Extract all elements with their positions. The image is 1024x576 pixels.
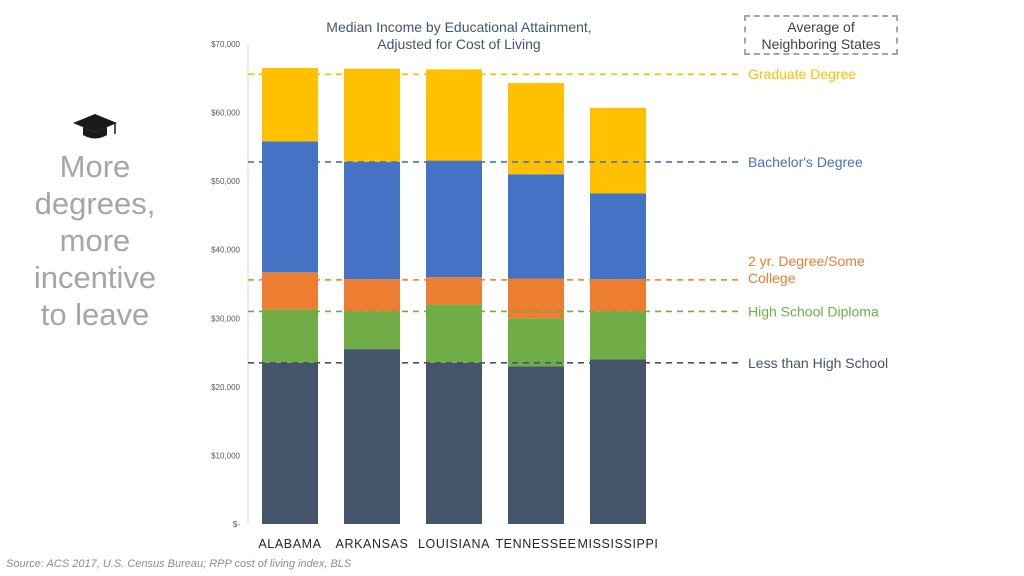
average-label: Bachelor's Degree	[748, 154, 863, 170]
average-label: 2 yr. Degree/Some	[748, 253, 865, 269]
y-tick-label: $30,000	[211, 314, 240, 323]
y-tick-label: $10,000	[211, 451, 240, 460]
side-line: incentive	[33, 260, 157, 295]
bar-segment	[426, 277, 482, 305]
side-line: more	[59, 223, 131, 258]
source-note: Source: ACS 2017, U.S. Census Bureau; RP…	[6, 558, 352, 570]
x-tick-label: TENNESSEE	[495, 537, 576, 551]
side-line: to leave	[40, 297, 150, 332]
y-tick-label: $70,000	[211, 40, 240, 49]
average-label: Less than High School	[748, 355, 888, 371]
average-legend-line2: Neighboring States	[761, 36, 881, 52]
chart-title: Median Income by Educational Attainment,	[326, 19, 591, 35]
bar-segment	[262, 362, 318, 524]
bar-segment	[590, 193, 646, 280]
x-tick-label: MISSISSIPPI	[578, 537, 659, 551]
bar-segment	[590, 279, 646, 312]
y-tick-label: $-	[233, 520, 240, 529]
bar-segment	[262, 141, 318, 273]
x-tick-label: LOUISIANA	[418, 537, 490, 551]
side-line: More	[59, 149, 131, 184]
x-tick-label: ALABAMA	[258, 537, 321, 551]
average-label: High School Diploma	[748, 303, 879, 319]
chart-title: Adjusted for Cost of Living	[377, 36, 540, 52]
bar-segment	[590, 359, 646, 524]
average-legend-line1: Average of	[787, 19, 855, 35]
bar-segment	[262, 309, 318, 363]
average-label: Graduate Degree	[748, 66, 856, 82]
side-message: More degrees, more incentive to leave	[10, 148, 180, 333]
bar-segment	[508, 278, 564, 319]
y-tick-label: $20,000	[211, 383, 240, 392]
bar-segment	[426, 304, 482, 363]
average-legend-box: Average of Neighboring States	[744, 15, 898, 55]
bar-segment	[426, 69, 482, 161]
y-tick-label: $50,000	[211, 177, 240, 186]
average-label: College	[748, 270, 796, 286]
y-tick-label: $40,000	[211, 246, 240, 255]
bar-segment	[508, 174, 564, 279]
bar-segment	[262, 68, 318, 142]
bar-segment	[590, 311, 646, 360]
bar-segment	[344, 161, 400, 280]
bar-segment	[508, 318, 564, 367]
bar-segment	[426, 362, 482, 524]
side-panel: More degrees, more incentive to leave	[10, 112, 180, 333]
bar-segment	[344, 68, 400, 162]
bar-segment	[344, 311, 400, 350]
x-tick-label: ARKANSAS	[336, 537, 409, 551]
graduation-cap-icon	[73, 114, 117, 139]
bar-segment	[508, 366, 564, 524]
bar-segment	[344, 349, 400, 524]
bar-segment	[262, 272, 318, 310]
bar-segment	[590, 107, 646, 194]
bar-segment	[426, 160, 482, 278]
bar-segment	[508, 83, 564, 175]
side-line: degrees,	[34, 186, 156, 221]
bar-segment	[344, 279, 400, 312]
y-tick-label: $60,000	[211, 109, 240, 118]
